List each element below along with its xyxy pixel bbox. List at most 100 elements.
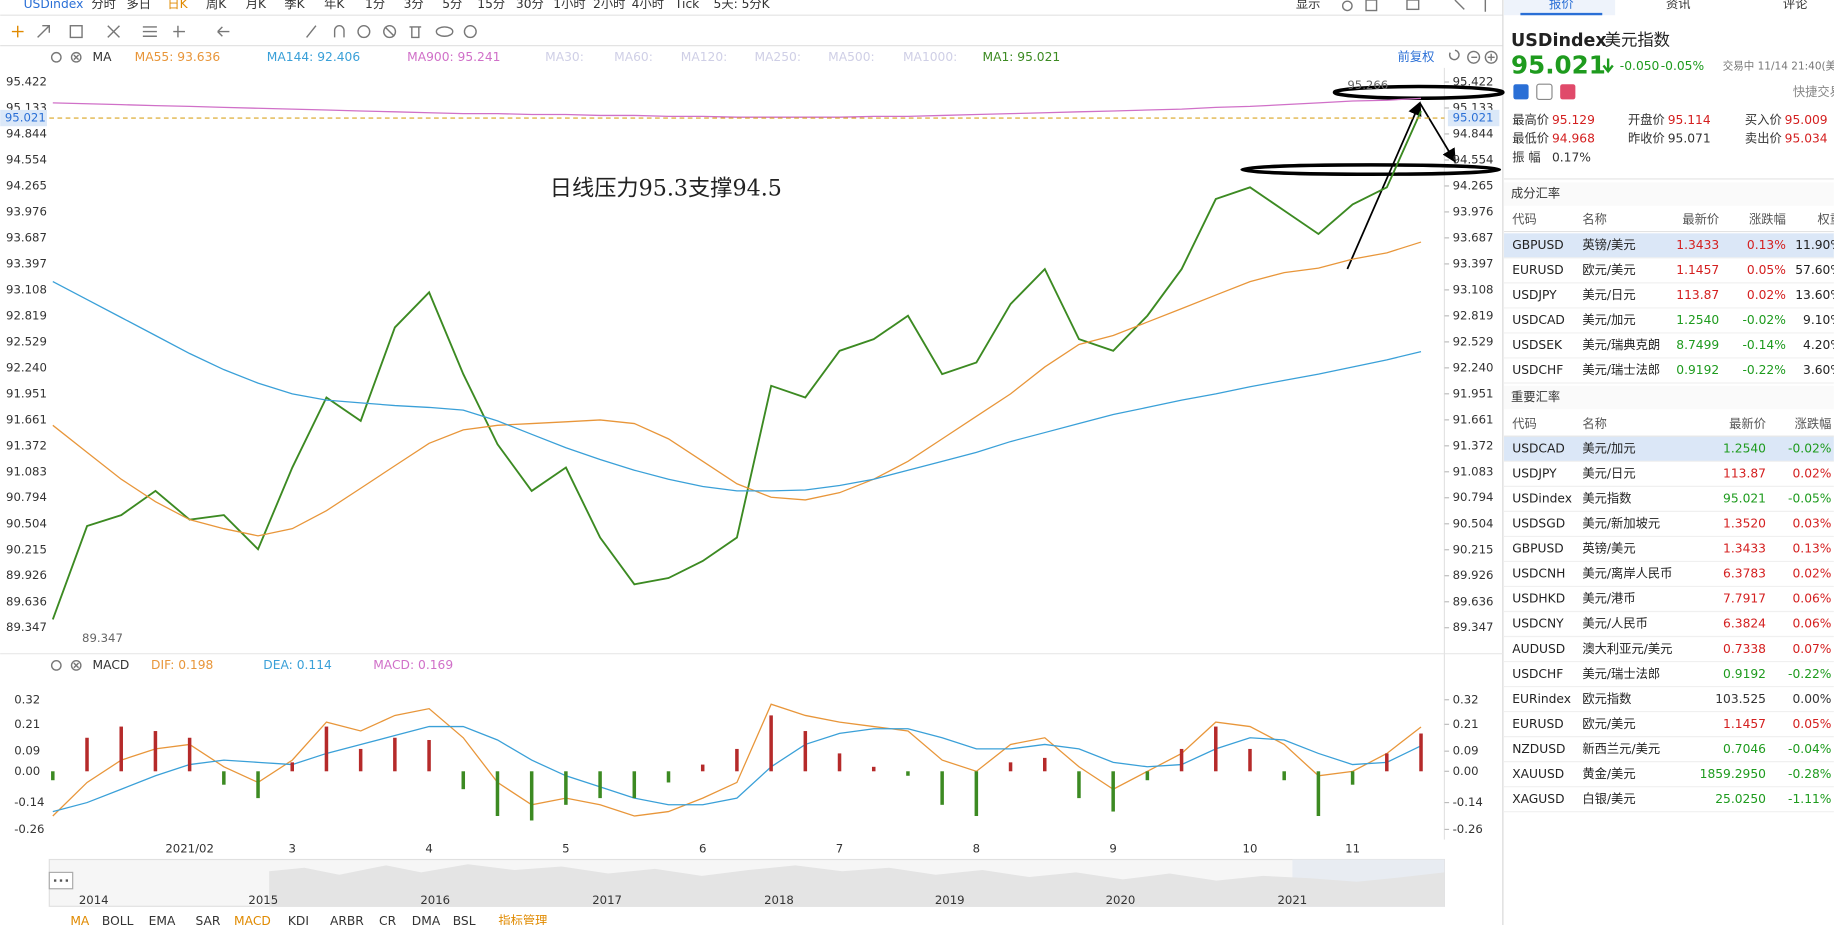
y-tick-label: 89.636 bbox=[6, 594, 47, 608]
year-label: 2014 bbox=[79, 893, 109, 907]
period-tab[interactable]: 周K bbox=[206, 0, 227, 11]
section-bg bbox=[1504, 182, 1834, 206]
indicator-tab[interactable]: EMA bbox=[149, 914, 176, 925]
quick-trade[interactable]: 快捷交易 bbox=[1793, 84, 1834, 99]
period-tab[interactable]: 4小时 bbox=[632, 0, 664, 11]
macd-bar bbox=[222, 771, 226, 785]
cell: XAGUSD bbox=[1512, 792, 1564, 806]
cell: 0.9192 bbox=[1676, 363, 1719, 377]
cell: 美元/日元 bbox=[1582, 467, 1635, 481]
indicator-tab[interactable]: MACD bbox=[234, 914, 271, 925]
display-menu[interactable]: 显示 bbox=[1296, 0, 1321, 11]
period-tab[interactable]: 年K bbox=[324, 0, 345, 11]
icon[interactable] bbox=[1513, 84, 1529, 100]
cell: 欧元/美元 bbox=[1582, 717, 1635, 731]
indicator-tab[interactable]: DMA bbox=[412, 914, 441, 925]
indicator-tab[interactable]: MA bbox=[70, 914, 90, 925]
cell: 113.87 bbox=[1723, 467, 1766, 481]
indicator-tab[interactable]: KDJ bbox=[288, 914, 309, 925]
indicator-tab[interactable]: BOLL bbox=[102, 914, 134, 925]
last-price-label: 95.021 bbox=[1453, 111, 1494, 125]
cell: 欧元/美元 bbox=[1582, 263, 1635, 277]
y-tick-label-right: 0.32 bbox=[1453, 692, 1479, 706]
y-tick-label: 91.661 bbox=[6, 412, 47, 426]
y-tick-label-right: 94.265 bbox=[1453, 178, 1494, 192]
cell: 1.2540 bbox=[1723, 442, 1766, 456]
macd-bar bbox=[119, 726, 123, 772]
legend-entry-inactive: MA30: bbox=[545, 50, 584, 64]
cell: 0.9192 bbox=[1723, 667, 1766, 681]
cell: 57.60% bbox=[1795, 263, 1834, 277]
period-tab[interactable]: 2小时 bbox=[593, 0, 625, 11]
period-tab[interactable]: 日K bbox=[167, 0, 188, 11]
y-tick-label-right: 89.636 bbox=[1453, 594, 1494, 608]
cell: 美元/瑞士法郎 bbox=[1582, 363, 1660, 377]
stat-label: 最高价 bbox=[1512, 112, 1549, 127]
panel-tab[interactable]: 评论 bbox=[1783, 0, 1808, 11]
cell: 0.02% bbox=[1747, 288, 1786, 302]
indicator-tab[interactable]: ARBR bbox=[330, 914, 364, 925]
cell: USDCNY bbox=[1512, 617, 1564, 631]
period-tab[interactable]: Tick bbox=[674, 0, 700, 11]
legend-entry: MA1: 95.021 bbox=[982, 50, 1060, 64]
x-tick-label: 10 bbox=[1243, 841, 1258, 855]
y-tick-label: 89.926 bbox=[6, 568, 47, 582]
macd-line bbox=[52, 725, 1422, 813]
cell: 1.3520 bbox=[1723, 517, 1766, 531]
indicator-name: MA bbox=[93, 50, 113, 64]
cell: -1.11% bbox=[1788, 792, 1831, 806]
period-tab[interactable]: 3分 bbox=[404, 0, 424, 11]
cell: -0.22% bbox=[1788, 667, 1831, 681]
icon[interactable] bbox=[1560, 84, 1576, 100]
x-tick-label: 3 bbox=[289, 841, 296, 855]
adjust-mode[interactable]: 前复权 bbox=[1398, 49, 1435, 64]
period-tab[interactable]: 5天: 5分K bbox=[714, 0, 771, 11]
status: 交易中 11/14 21:40(美 bbox=[1723, 60, 1834, 73]
y-tick-label: 90.794 bbox=[6, 490, 47, 504]
y-tick-label: 94.844 bbox=[6, 126, 47, 140]
indicator-tab[interactable]: BSL bbox=[453, 914, 476, 925]
legend-entry-inactive: MA120: bbox=[681, 50, 728, 64]
indicator-tab[interactable]: SAR bbox=[195, 914, 220, 925]
period-tab[interactable]: 分时 bbox=[91, 0, 116, 11]
x-tick-label: 6 bbox=[699, 841, 706, 855]
y-tick-label: 94.554 bbox=[6, 152, 47, 166]
period-tab[interactable]: 1分 bbox=[365, 0, 385, 11]
y-tick-label: 0.00 bbox=[14, 764, 40, 778]
macd-bar bbox=[529, 771, 534, 821]
macd-bar bbox=[700, 764, 705, 772]
panel-tab[interactable]: 资讯 bbox=[1666, 0, 1691, 11]
period-tab[interactable]: 15分 bbox=[477, 0, 505, 11]
row-highlight[interactable] bbox=[1504, 233, 1834, 258]
period-tab[interactable]: 多日 bbox=[126, 0, 151, 11]
period-tab[interactable]: 5分 bbox=[442, 0, 462, 11]
stat-value: 0.17% bbox=[1552, 150, 1591, 164]
cell: 6.3824 bbox=[1723, 617, 1766, 631]
indicator-tab[interactable]: 指标管理 bbox=[498, 913, 547, 925]
cell: 美元/瑞士法郎 bbox=[1582, 667, 1660, 681]
cell: 0.7046 bbox=[1723, 742, 1766, 756]
macd-bar bbox=[1111, 771, 1115, 812]
cell: 美元/人民币 bbox=[1582, 617, 1647, 631]
y-tick-label: 93.397 bbox=[6, 256, 47, 270]
row-highlight[interactable] bbox=[1504, 436, 1834, 462]
indicator-tab[interactable]: CR bbox=[379, 914, 397, 925]
macd-bar bbox=[358, 748, 363, 772]
period-tab[interactable]: 季K bbox=[284, 0, 305, 11]
y-tick-label: 95.422 bbox=[6, 75, 47, 89]
cell: 0.13% bbox=[1793, 542, 1832, 556]
cell: 美元指数 bbox=[1582, 491, 1631, 506]
cell: 0.07% bbox=[1793, 642, 1832, 656]
period-tab[interactable]: 1小时 bbox=[553, 0, 585, 11]
price: 95.021 bbox=[1511, 51, 1606, 80]
icon[interactable] bbox=[1536, 83, 1553, 100]
panel-tab[interactable]: 报价 bbox=[1549, 0, 1574, 11]
drawing-tools[interactable] bbox=[11, 0, 1498, 671]
stat-label: 振 幅 bbox=[1512, 149, 1540, 164]
cell: -0.14% bbox=[1742, 338, 1785, 352]
cell: 3.60% bbox=[1803, 363, 1834, 377]
x-tick-label: 2021/02 bbox=[165, 841, 214, 855]
period-tab[interactable]: 月K bbox=[246, 0, 267, 11]
period-tab[interactable]: 30分 bbox=[516, 0, 544, 11]
year-label: 2021 bbox=[1278, 893, 1308, 907]
